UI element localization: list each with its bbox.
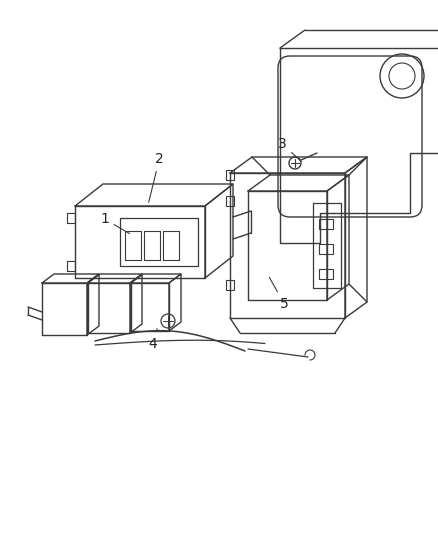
Text: 4: 4	[148, 329, 157, 351]
Bar	[226, 196, 234, 206]
Bar	[226, 280, 234, 290]
Bar	[319, 244, 333, 254]
Text: 5: 5	[269, 277, 289, 311]
Text: 1: 1	[100, 212, 130, 233]
Bar	[319, 219, 333, 229]
Bar	[226, 170, 234, 180]
Text: 2: 2	[148, 152, 164, 203]
Bar	[319, 269, 333, 279]
Text: 3: 3	[278, 137, 301, 161]
